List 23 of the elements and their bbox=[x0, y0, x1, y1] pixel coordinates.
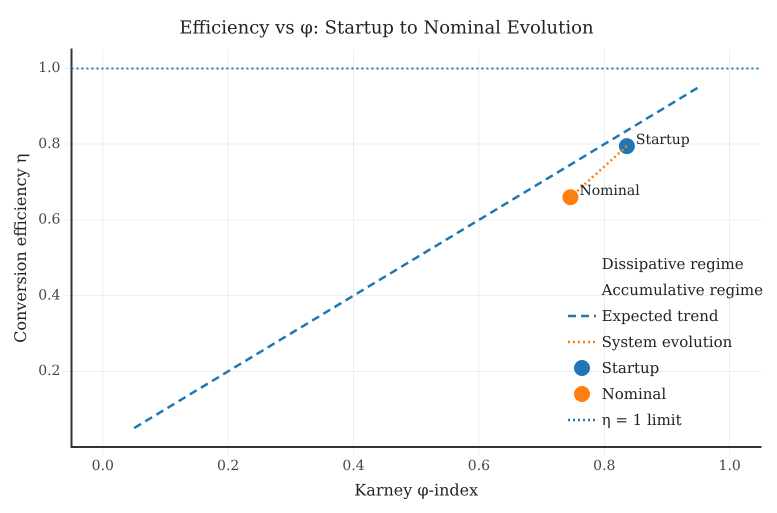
x-tick-label: 0.0 bbox=[92, 458, 114, 474]
text: Startup bbox=[636, 132, 690, 148]
x-tick-label: 1.0 bbox=[718, 458, 741, 474]
legend-label: System evolution bbox=[602, 332, 732, 353]
chart-title: Efficiency vs φ: Startup to Nominal Evolution bbox=[179, 17, 594, 38]
legend-label: Nominal bbox=[602, 384, 666, 405]
text: Nominal bbox=[579, 182, 640, 199]
legend-label: Expected trend bbox=[602, 306, 718, 327]
text: Dissipative regime bbox=[602, 254, 744, 275]
x-tick-label: 0.4 bbox=[342, 458, 365, 474]
y-axis-title: Conversion efficiency η bbox=[10, 154, 30, 343]
legend-label: η = 1 limit bbox=[602, 410, 682, 431]
legend-label: Startup bbox=[602, 358, 660, 379]
y-tick-label: 0.8 bbox=[38, 136, 60, 152]
text: Accumulative regime bbox=[602, 280, 763, 301]
x-tick-label: 0.8 bbox=[593, 458, 616, 474]
x-tick-label: 0.6 bbox=[468, 458, 490, 474]
y-tick-label: 0.6 bbox=[38, 212, 61, 228]
y-tick-label: 0.2 bbox=[38, 362, 60, 379]
y-tick-label: 0.4 bbox=[38, 287, 61, 304]
x-axis-title: Karney φ-index bbox=[354, 480, 478, 500]
y-tick-label: 1.0 bbox=[38, 60, 60, 76]
x-tick-label: 0.2 bbox=[217, 458, 240, 474]
